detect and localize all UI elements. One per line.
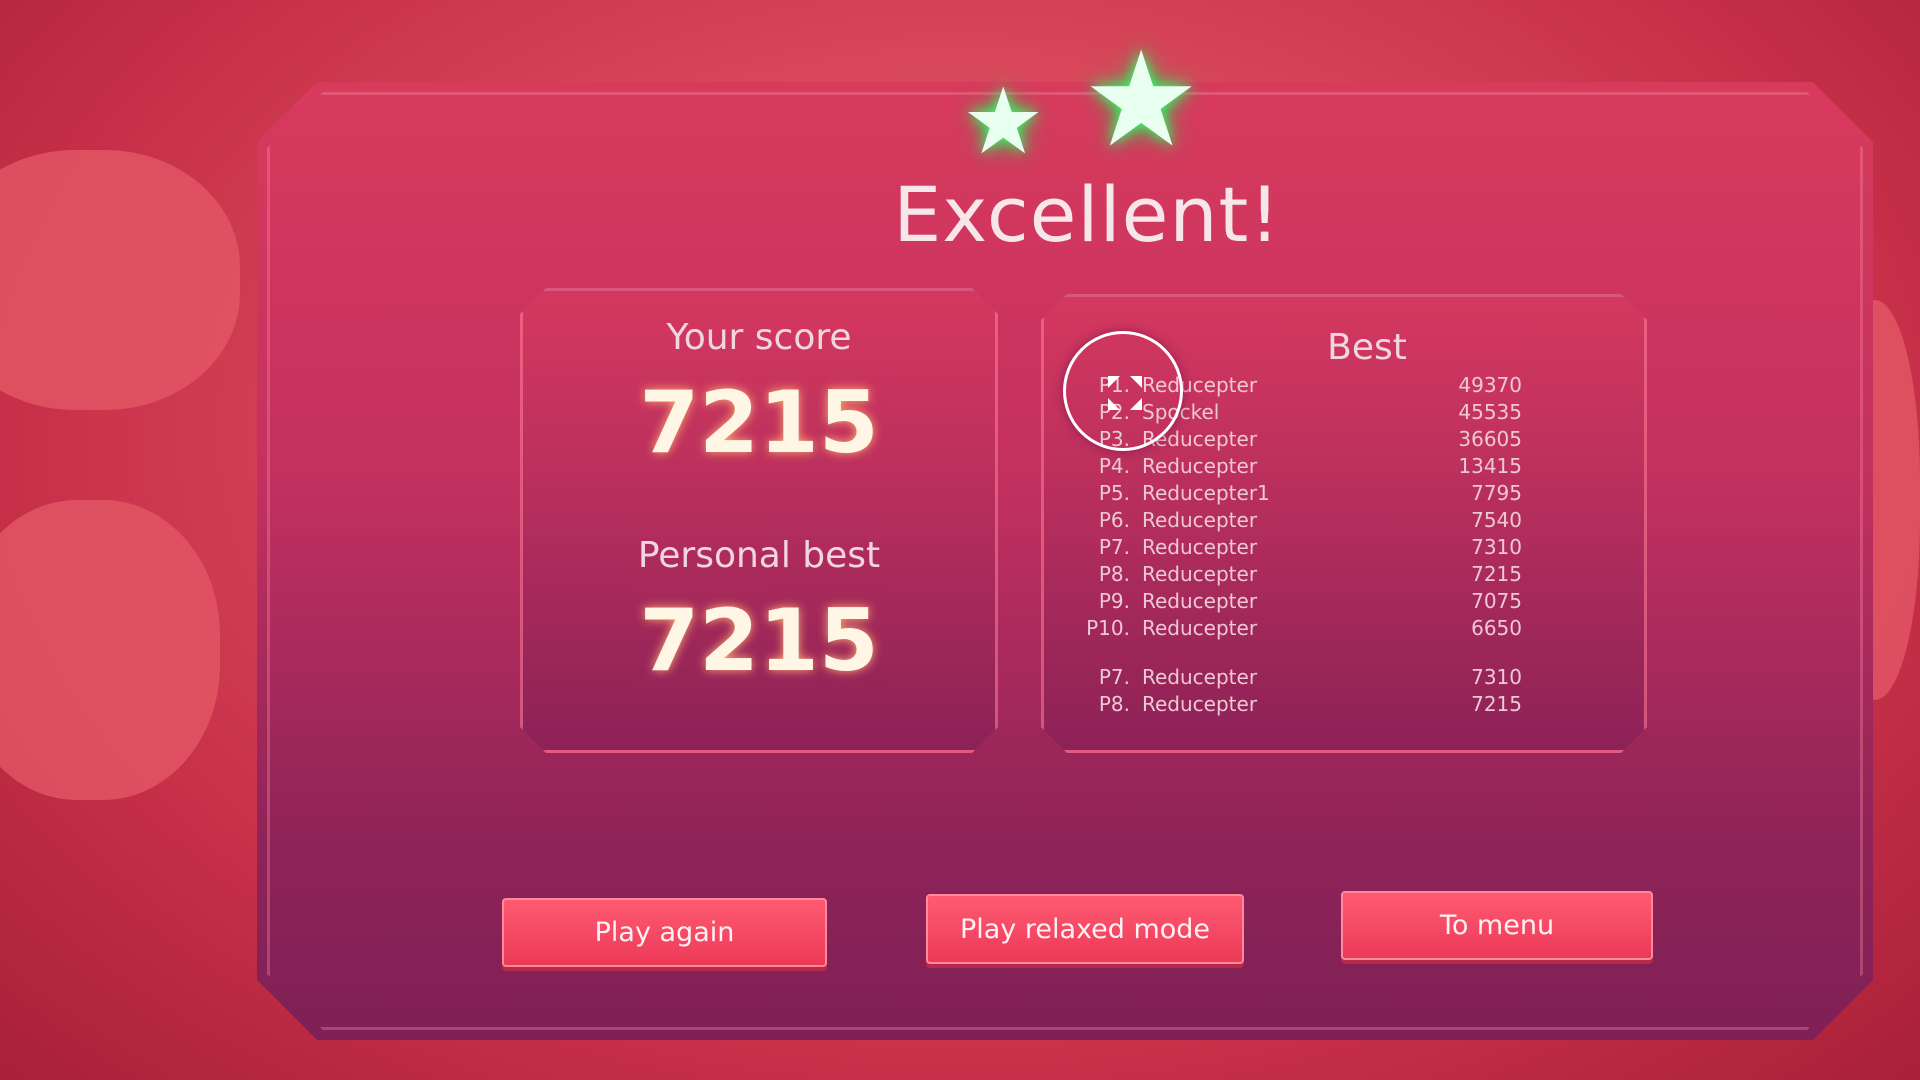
player-name: Reducepter bbox=[1142, 535, 1258, 559]
leaderboard-row: P4. Reducepter 13415 bbox=[1044, 454, 1644, 481]
player-name: Reducepter bbox=[1142, 589, 1258, 613]
player-name: Reducepter bbox=[1142, 454, 1258, 478]
player-score: 7540 bbox=[1471, 508, 1522, 532]
rank-label: P7. bbox=[1098, 665, 1130, 689]
leaderboard-row: P10. Reducepter 6650 bbox=[1044, 616, 1644, 643]
your-score-label: Your score bbox=[666, 317, 852, 358]
leaderboard-row: P7. Reducepter 7310 bbox=[1044, 665, 1644, 692]
cursor-arrow-icon bbox=[1130, 398, 1142, 410]
player-score: 36605 bbox=[1458, 427, 1522, 451]
play-relaxed-mode-button[interactable]: Play relaxed mode bbox=[926, 894, 1244, 964]
player-score: 49370 bbox=[1458, 373, 1522, 397]
player-score: 7310 bbox=[1471, 535, 1522, 559]
gaze-cursor bbox=[1063, 331, 1183, 451]
rank-label: P9. bbox=[1098, 589, 1130, 613]
player-score: 7075 bbox=[1471, 589, 1522, 613]
player-name: Reducepter1 bbox=[1142, 481, 1270, 505]
player-score: 7215 bbox=[1471, 562, 1522, 586]
cursor-arrow-icon bbox=[1130, 376, 1142, 388]
cursor-arrow-icon bbox=[1108, 398, 1120, 410]
star-icon: ★ bbox=[962, 68, 1045, 175]
player-name: Reducepter bbox=[1142, 616, 1258, 640]
background-foliage bbox=[0, 500, 220, 800]
play-again-button[interactable]: Play again bbox=[502, 898, 827, 967]
rank-label: P10. bbox=[1086, 616, 1130, 640]
player-score: 7215 bbox=[1471, 692, 1522, 716]
player-name: Reducepter bbox=[1142, 665, 1258, 689]
leaderboard-title: Best bbox=[1327, 327, 1407, 368]
leaderboard-row: P7. Reducepter 7310 bbox=[1044, 535, 1644, 562]
rank-label: P8. bbox=[1098, 692, 1130, 716]
leaderboard-row: P9. Reducepter 7075 bbox=[1044, 589, 1644, 616]
to-menu-button[interactable]: To menu bbox=[1341, 891, 1653, 960]
player-name: Reducepter bbox=[1142, 692, 1258, 716]
personal-best-label: Personal best bbox=[637, 535, 881, 576]
rank-label: P8. bbox=[1098, 562, 1130, 586]
personal-best-value: 7215 bbox=[639, 591, 879, 691]
leaderboard-row: P6. Reducepter 7540 bbox=[1044, 508, 1644, 535]
player-score: 7795 bbox=[1471, 481, 1522, 505]
player-name: Reducepter bbox=[1142, 508, 1258, 532]
rank-label: P6. bbox=[1098, 508, 1130, 532]
rank-label: P4. bbox=[1098, 454, 1130, 478]
cursor-arrow-icon bbox=[1108, 376, 1120, 388]
star-icon: ★ bbox=[1082, 23, 1201, 177]
player-score: 13415 bbox=[1458, 454, 1522, 478]
rank-label: P5. bbox=[1098, 481, 1130, 505]
player-score: 7310 bbox=[1471, 665, 1522, 689]
player-name: Reducepter bbox=[1142, 562, 1258, 586]
rank-label: P7. bbox=[1098, 535, 1130, 559]
leaderboard-row: P8. Reducepter 7215 bbox=[1044, 562, 1644, 589]
your-score-value: 7215 bbox=[639, 373, 879, 473]
player-score: 45535 bbox=[1458, 400, 1522, 424]
leaderboard-row: P8. Reducepter 7215 bbox=[1044, 692, 1644, 719]
results-panel-frame bbox=[267, 92, 1863, 1030]
leaderboard-box: Best P1. Reducepter 49370 P2. Spockel 45535 P3… bbox=[1041, 294, 1647, 753]
player-score: 6650 bbox=[1471, 616, 1522, 640]
result-title: Excellent! bbox=[893, 170, 1281, 259]
background-foliage bbox=[0, 150, 240, 410]
leaderboard-row: P5. Reducepter1 7795 bbox=[1044, 481, 1644, 508]
score-box: Your score 7215 Personal best 7215 bbox=[520, 288, 998, 753]
